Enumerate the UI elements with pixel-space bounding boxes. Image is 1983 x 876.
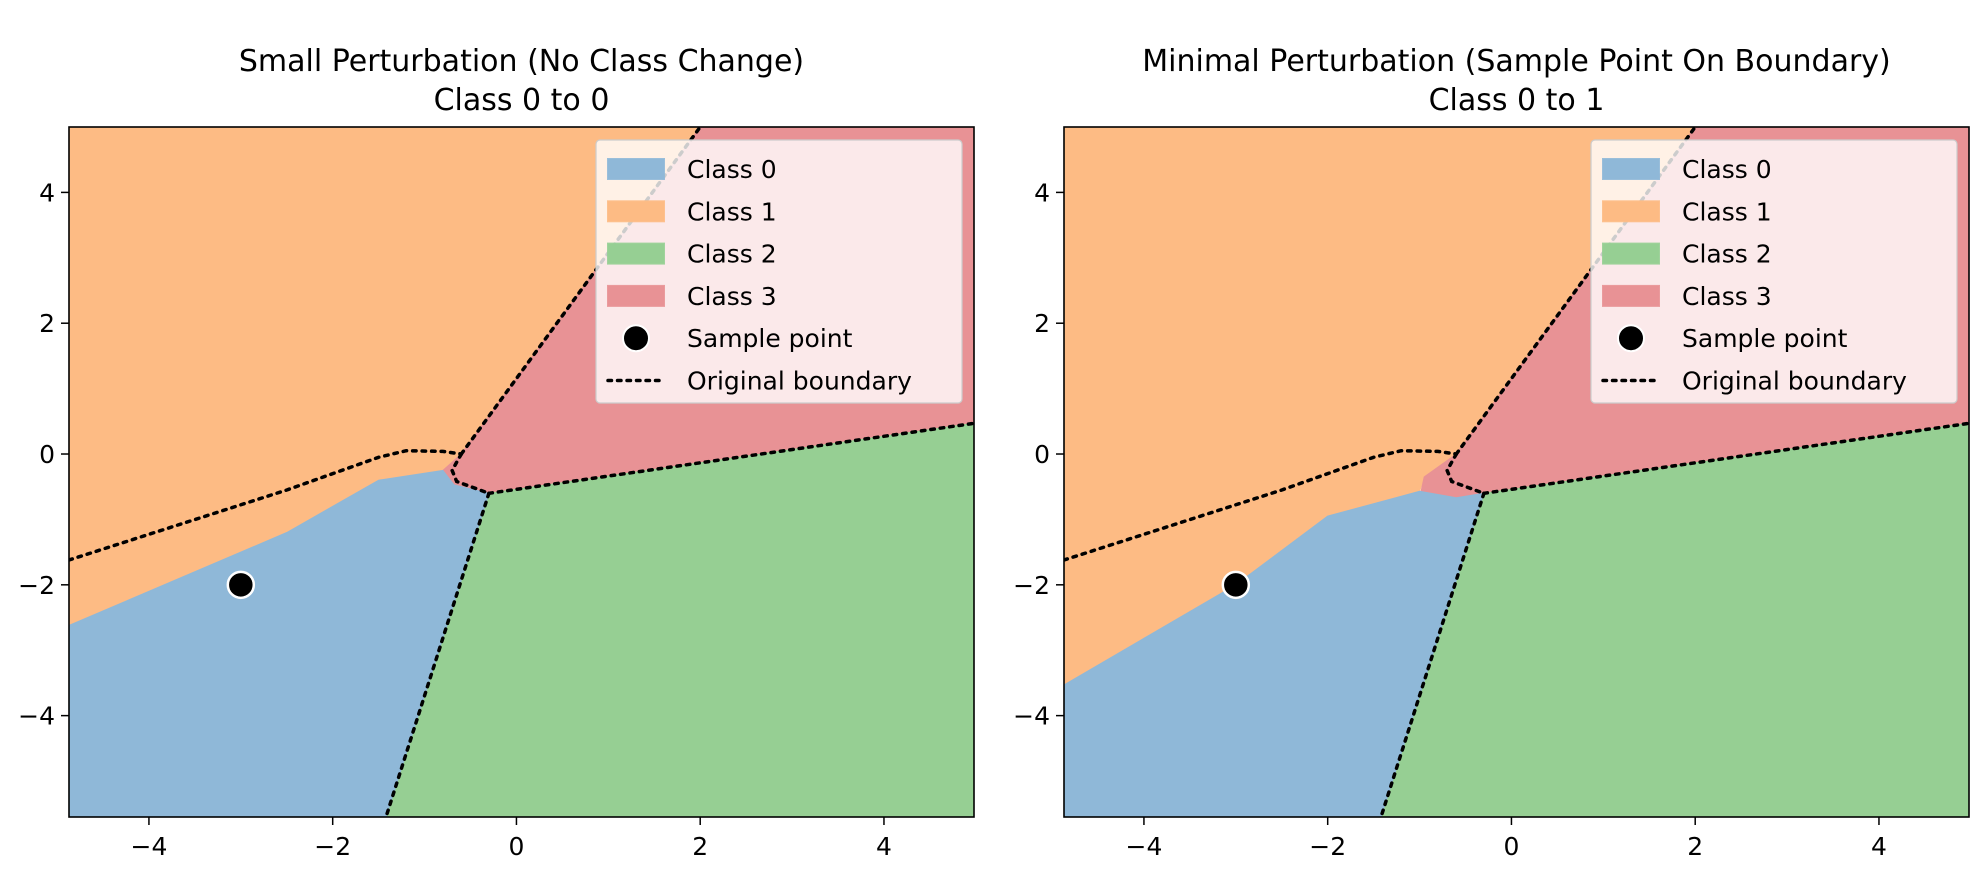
boundary-upper-left <box>69 448 464 562</box>
x-tick-label: 0 <box>508 832 524 861</box>
x-tick-label: 2 <box>1687 832 1703 861</box>
boundary-center-loop <box>1445 452 1486 496</box>
chart-panel-1: −4 −2 0 2 4 4 2 0 −2 −4 Small Perturbation (No Cla… <box>18 44 975 861</box>
legend-swatch <box>607 242 665 265</box>
x-tick-label: −2 <box>1309 832 1346 861</box>
legend: Class 0 Class 1 Class 2 Class 3 Sample point… <box>1590 139 1958 404</box>
boundary-right <box>1482 421 1969 496</box>
legend-swatch <box>1602 158 1660 180</box>
legend-label: Original boundary <box>687 367 912 396</box>
y-tick-label: 4 <box>1034 178 1050 207</box>
axes-frame <box>1063 126 1970 818</box>
boundary-lower <box>384 491 491 817</box>
chart-title-line-2: Class 0 to 1 <box>1429 83 1605 118</box>
boundary-center-loop <box>450 452 491 496</box>
y-tick-label: −4 <box>1013 702 1050 731</box>
sample-point <box>226 570 256 600</box>
legend-label: Class 1 <box>687 197 777 226</box>
x-tick-label: 2 <box>692 832 708 861</box>
legend-swatch <box>1602 242 1660 265</box>
region-class-0 <box>69 469 490 817</box>
y-tick-label: −4 <box>18 702 55 731</box>
legend-marker <box>622 324 650 353</box>
legend-label: Sample point <box>1682 324 1848 353</box>
legend-label: Class 3 <box>687 282 777 311</box>
legend-swatch <box>1602 200 1660 223</box>
legend-box <box>1590 139 1958 404</box>
legend-swatch <box>607 284 665 307</box>
y-tick-label: 0 <box>1034 440 1050 469</box>
y-tick-label: −2 <box>1013 571 1050 600</box>
boundary-lower <box>1379 491 1486 817</box>
legend-label: Class 0 <box>1682 155 1772 184</box>
x-tick-label: 4 <box>1871 832 1887 861</box>
legend-swatch <box>607 158 665 180</box>
chart-title-line-1: Minimal Perturbation (Sample Point On Bo… <box>1142 44 1891 79</box>
axes-frame <box>68 126 975 818</box>
region-class-0 <box>1064 490 1485 817</box>
x-tick-label: 0 <box>1503 832 1519 861</box>
sample-point <box>1221 570 1251 600</box>
legend-label: Class 0 <box>687 155 777 184</box>
chart-panel-2: −4 −2 0 2 4 4 2 0 −2 −4 Minimal Perturbation (Samp… <box>1013 44 1970 861</box>
legend-label: Class 3 <box>1682 282 1772 311</box>
x-tick-label: 4 <box>876 832 892 861</box>
legend-label: Original boundary <box>1682 367 1907 396</box>
legend-box <box>595 139 963 404</box>
y-tick-label: 2 <box>39 309 55 338</box>
x-tick-label: −4 <box>1126 832 1163 861</box>
legend-marker <box>1617 324 1645 353</box>
y-tick-label: 2 <box>1034 309 1050 338</box>
chart-title-line-2: Class 0 to 0 <box>434 83 610 118</box>
y-tick-label: 0 <box>39 440 55 469</box>
chart-title-line-1: Small Perturbation (No Class Change) <box>239 44 804 79</box>
x-tick-label: −2 <box>314 832 351 861</box>
legend-label: Class 2 <box>1682 240 1772 269</box>
legend: Class 0 Class 1 Class 2 Class 3 Sample point… <box>595 139 963 404</box>
boundary-right <box>487 421 974 496</box>
legend-swatch <box>607 200 665 223</box>
y-tick-label: 4 <box>39 178 55 207</box>
x-tick-label: −4 <box>131 832 168 861</box>
boundary-upper-left <box>1064 448 1459 562</box>
legend-label: Sample point <box>687 324 853 353</box>
legend-label: Class 1 <box>1682 197 1772 226</box>
legend-swatch <box>1602 284 1660 307</box>
y-tick-label: −2 <box>18 571 55 600</box>
legend-label: Class 2 <box>687 240 777 269</box>
